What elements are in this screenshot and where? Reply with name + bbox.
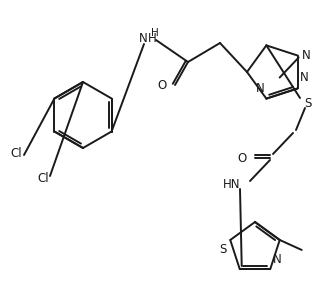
Text: N: N [139,32,148,45]
Text: O: O [158,79,167,91]
Text: Cl: Cl [10,146,22,160]
Text: N: N [302,49,310,62]
Text: N: N [300,72,308,84]
Text: H: H [151,28,159,38]
Text: S: S [304,96,312,110]
Text: H: H [148,32,156,45]
Text: N: N [273,253,282,266]
Text: Cl: Cl [37,173,49,185]
Text: N: N [256,82,264,95]
Text: S: S [219,243,226,256]
Text: HN: HN [223,178,240,192]
Text: O: O [238,151,247,165]
